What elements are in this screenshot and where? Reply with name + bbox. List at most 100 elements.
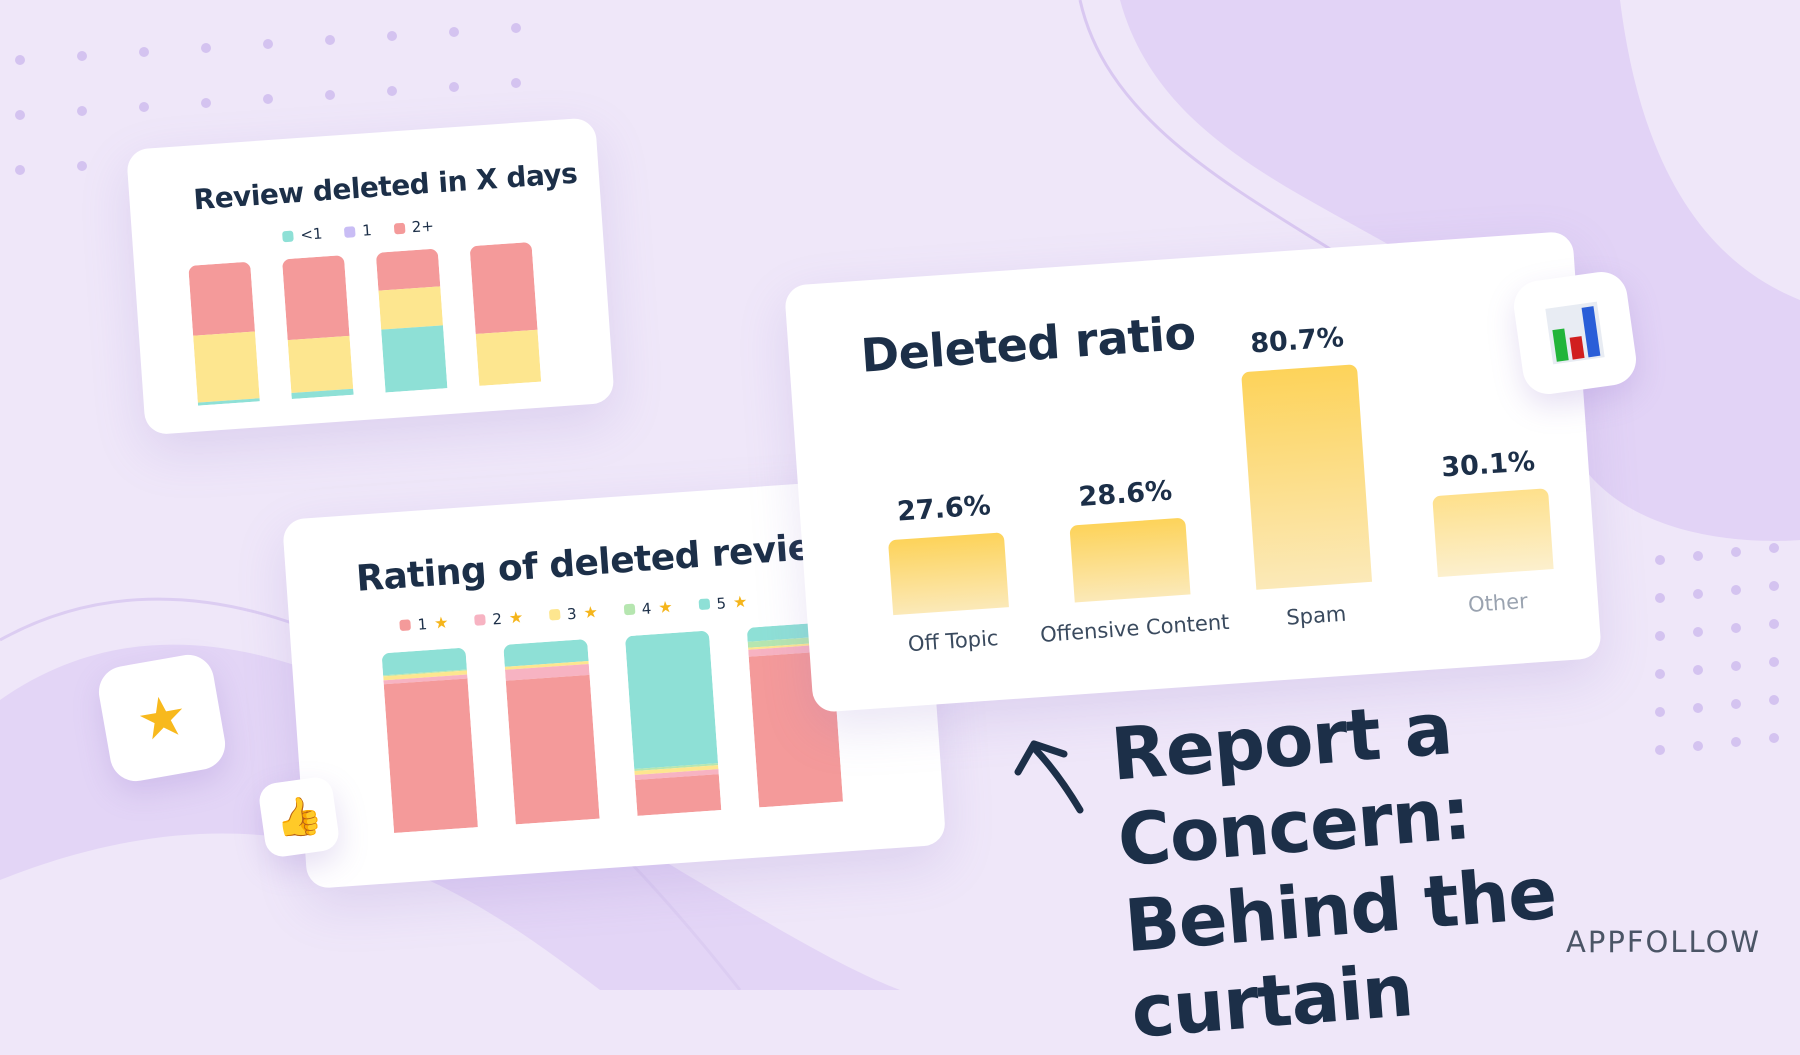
dot <box>1693 741 1703 751</box>
dot <box>1769 543 1779 553</box>
dot <box>1655 593 1665 603</box>
stacked-bar-plot <box>381 622 844 833</box>
legend-item: 1 <box>343 221 373 241</box>
bar-segment <box>188 261 255 336</box>
thumbs-icon-tile: 👍 <box>257 775 341 859</box>
legend-swatch <box>399 619 412 632</box>
legend-item: 2+ <box>393 217 434 238</box>
legend-swatch <box>698 598 710 611</box>
stacked-bar <box>381 647 478 833</box>
value-label: 27.6% <box>896 490 992 529</box>
bar-segment <box>624 630 719 770</box>
dot <box>77 51 87 61</box>
glowing-star-icon: ★ <box>131 681 193 755</box>
category-label: Spam <box>1285 601 1348 630</box>
stacked-bar <box>503 639 600 825</box>
dot <box>15 55 25 65</box>
legend-swatch <box>623 603 636 616</box>
legend-label: 2 <box>491 609 503 629</box>
dot <box>1769 581 1779 591</box>
thumbs-up-icon: 👍 <box>272 791 326 842</box>
dot <box>387 86 397 96</box>
dot <box>201 43 211 53</box>
legend-label: 2+ <box>411 216 435 237</box>
stacked-bar <box>469 241 542 386</box>
dot <box>1693 627 1703 637</box>
dot <box>1655 669 1665 679</box>
bar-chart-icon <box>1545 301 1605 365</box>
ratio-column: 28.6% Offensive Content <box>1039 474 1230 647</box>
dot <box>139 102 149 112</box>
star-icon: ★ <box>508 607 524 628</box>
legend-item: 5 ★ <box>698 592 748 614</box>
stacked-bar <box>375 248 448 393</box>
star-icon: ★ <box>582 602 599 623</box>
dot <box>449 82 459 92</box>
legend: <1 1 2+ <box>282 217 434 246</box>
card-title: Rating of deleted reviews <box>354 523 867 600</box>
star-icon: ★ <box>433 612 450 633</box>
dot <box>15 110 25 120</box>
stacked-bar <box>282 255 354 400</box>
dot <box>1769 657 1779 667</box>
dot <box>1769 733 1779 743</box>
stacked-bar <box>624 630 722 816</box>
bar-segment <box>469 241 538 335</box>
bar-segment <box>378 286 444 330</box>
bar-segment <box>287 336 354 394</box>
dot <box>1731 623 1741 633</box>
legend-label: 3 <box>566 604 578 623</box>
dot <box>77 161 87 171</box>
dot <box>1769 695 1779 705</box>
dot <box>1693 589 1703 599</box>
deleted-ratio-card: Deleted ratio 27.6% Off Topic 28.6% Offensi… <box>784 230 1602 713</box>
ratio-bar <box>888 532 1009 616</box>
stacked-bar-plot <box>188 240 542 406</box>
ratio-bar <box>1432 487 1554 578</box>
ratio-bar <box>1241 364 1373 590</box>
bar-plot: 27.6% Off Topic 28.6% Offensive Content 80.7… <box>871 279 1620 659</box>
legend-item: 3 ★ <box>548 602 599 624</box>
legend: 1 ★ 2 ★ 3 ★ 4 ★ 5 ★ <box>399 592 748 635</box>
brand-logo: APPFOLLOW <box>1566 925 1762 959</box>
bar-segment <box>381 325 448 393</box>
legend-swatch <box>473 614 486 626</box>
ratio-column: 27.6% Off Topic <box>883 490 1014 659</box>
arrow-up-left-icon <box>1014 740 1084 814</box>
dot <box>1731 699 1741 709</box>
legend-swatch <box>343 225 356 238</box>
dot <box>1731 661 1741 671</box>
dot <box>511 23 521 33</box>
legend-label: 5 <box>715 593 727 613</box>
dot <box>1731 547 1741 557</box>
category-label: Off Topic <box>907 625 1000 657</box>
dot <box>1731 585 1741 595</box>
dot <box>325 35 335 45</box>
value-label: 80.7% <box>1249 322 1345 360</box>
dot <box>1655 745 1665 755</box>
legend-label: 4 <box>641 598 652 618</box>
dot <box>1693 703 1703 713</box>
star-icon-tile: ★ <box>94 650 230 786</box>
bar-segment <box>375 248 441 291</box>
legend-item: 4 ★ <box>623 597 673 619</box>
review-deleted-days-card: Review deleted in X days <1 1 2+ <box>126 117 615 436</box>
dot <box>1655 631 1665 641</box>
card-title: Review deleted in X days <box>192 156 579 217</box>
legend-label: <1 <box>299 224 324 245</box>
bar-segment <box>505 674 600 825</box>
value-label: 28.6% <box>1077 475 1174 513</box>
ratio-column: 80.7% Spam <box>1236 321 1377 634</box>
legend-item: 2 ★ <box>473 607 524 629</box>
star-icon: ★ <box>732 591 748 612</box>
dot <box>201 98 211 108</box>
ratio-bar <box>1069 517 1191 603</box>
dot <box>511 78 521 88</box>
ratio-column: 30.1% Other <box>1427 445 1558 621</box>
legend-label: 1 <box>416 614 428 634</box>
dot <box>15 165 25 175</box>
legend-label: 1 <box>361 221 373 240</box>
headline: Report a Concern: Behind the curtain <box>1108 658 1800 1055</box>
legend-item: 1 ★ <box>399 613 449 635</box>
chart-icon-tile <box>1510 268 1640 398</box>
